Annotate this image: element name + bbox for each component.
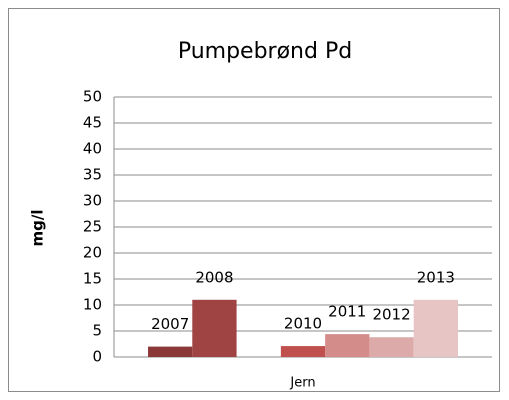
data-label: 2008 xyxy=(195,268,233,286)
y-tick-label: 35 xyxy=(83,166,102,184)
bar xyxy=(280,346,326,357)
bar xyxy=(369,337,414,357)
y-tick-label: 10 xyxy=(83,296,102,314)
data-label: 2011 xyxy=(328,303,366,321)
y-tick-label: 0 xyxy=(92,348,102,366)
y-tick-label: 40 xyxy=(83,140,102,158)
y-tick-label: 20 xyxy=(83,244,102,262)
chart-title: Pumpebrønd Pd xyxy=(178,39,352,64)
y-tick-label: 15 xyxy=(83,270,102,288)
y-axis-label: mg/l xyxy=(29,210,47,247)
bar xyxy=(325,334,370,357)
bar xyxy=(413,299,458,357)
y-tick-label: 50 xyxy=(83,88,102,106)
x-tick-label: Jern xyxy=(289,376,315,391)
y-tick-label: 25 xyxy=(83,218,102,236)
y-tick-label: 30 xyxy=(83,192,102,210)
bar xyxy=(192,299,237,357)
y-tick-label: 5 xyxy=(92,322,102,340)
data-label: 2010 xyxy=(284,315,322,333)
data-label: 2013 xyxy=(417,268,455,286)
y-tick-label: 45 xyxy=(83,114,102,132)
bar xyxy=(148,346,193,357)
data-label: 2012 xyxy=(372,306,410,324)
data-label: 2007 xyxy=(151,315,189,333)
